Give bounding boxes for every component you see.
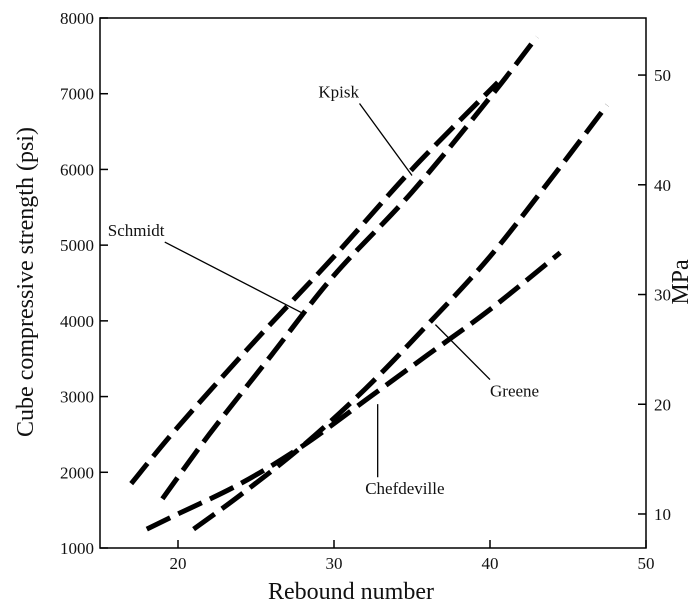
leader-line-greene [434,324,491,381]
y2-tick-label: 10 [654,505,671,524]
y-tick-label: 7000 [60,85,94,104]
ticks [100,17,647,549]
axes [99,17,647,549]
y-tick-label: 1000 [60,539,94,558]
y-tick-label: 5000 [60,236,94,255]
series-label-chefdeville: Chefdeville [365,479,444,498]
y2-tick-label: 20 [654,395,671,414]
x-axis-title: Rebound number [268,579,434,605]
series-labels: Kpisk Schmidt Greene Chefdeville [108,83,539,499]
y2-tick-label: 50 [654,66,671,85]
series-label-kpisk: Kpisk [318,83,359,102]
tick-labels: 20 30 40 50 1000 2000 3000 4000 5000 6000 7000 8000… [60,9,671,573]
series-line-schmidt [160,35,539,501]
y-axis-title: Cube compressive strength (psi) [13,127,39,437]
y2-axis-title: MPa [668,259,694,305]
series-label-greene: Greene [490,382,539,401]
y-tick-label: 4000 [60,312,94,331]
leader-line-kpisk [358,103,413,176]
x-tick-label: 40 [482,554,499,573]
label-leaders [164,103,491,478]
y-tick-label: 3000 [60,388,94,407]
leader-line-schmidt [164,241,304,314]
x-tick-label: 30 [326,554,343,573]
series-line-kpisk [129,80,500,486]
series-line-greene [192,103,609,532]
plot-frame [99,17,647,549]
y-tick-label: 2000 [60,463,94,482]
y-tick-label: 6000 [60,160,94,179]
y2-tick-label: 30 [654,286,671,305]
x-tick-label: 50 [638,554,655,573]
series-label-schmidt: Schmidt [108,221,165,240]
series-lines [129,35,609,532]
y2-tick-label: 40 [654,176,671,195]
series-line-chefdeville [145,250,562,532]
x-tick-label: 20 [170,554,187,573]
y-tick-label: 8000 [60,9,94,28]
